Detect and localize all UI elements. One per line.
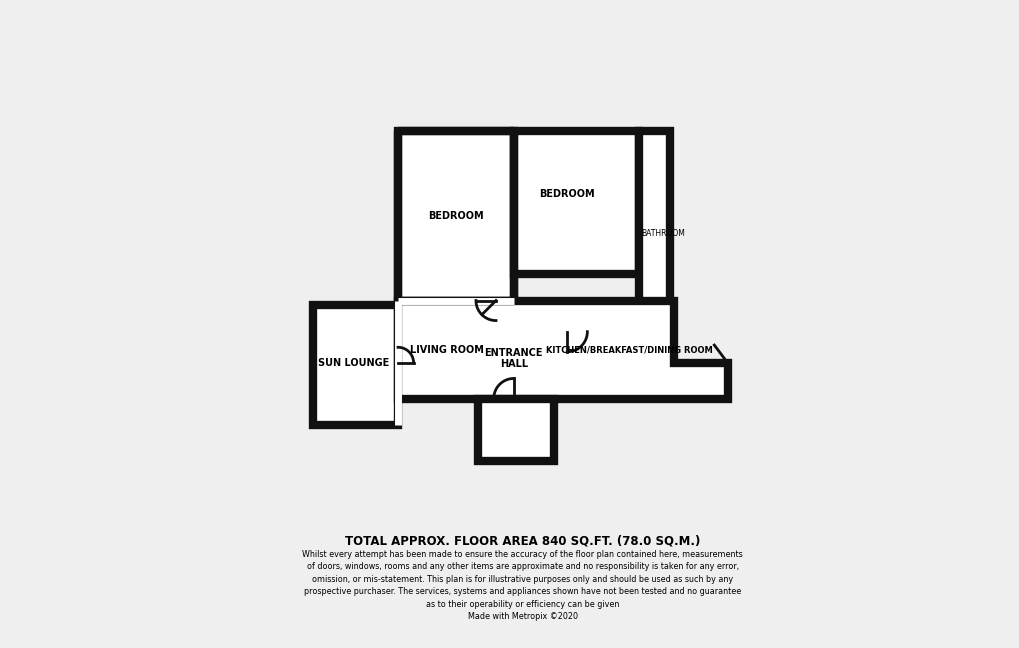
- Polygon shape: [638, 132, 669, 332]
- Text: TOTAL APPROX. FLOOR AREA 840 SQ.FT. (78.0 SQ.M.): TOTAL APPROX. FLOOR AREA 840 SQ.FT. (78.…: [344, 535, 700, 548]
- Polygon shape: [397, 132, 514, 301]
- Polygon shape: [397, 301, 727, 399]
- Text: Whilst every attempt has been made to ensure the accuracy of the floor plan cont: Whilst every attempt has been made to en…: [302, 550, 743, 621]
- Text: KITCHEN/BREAKFAST/DINING ROOM: KITCHEN/BREAKFAST/DINING ROOM: [546, 345, 712, 354]
- Text: BATHROOM: BATHROOM: [640, 229, 684, 238]
- Text: BEDROOM: BEDROOM: [539, 189, 594, 198]
- Text: ENTRANCE
HALL: ENTRANCE HALL: [484, 347, 542, 369]
- Polygon shape: [478, 399, 553, 461]
- Text: SUN LOUNGE: SUN LOUNGE: [318, 358, 388, 368]
- Text: LIVING ROOM: LIVING ROOM: [410, 345, 483, 354]
- Polygon shape: [514, 132, 638, 273]
- Polygon shape: [313, 305, 397, 425]
- Text: BEDROOM: BEDROOM: [428, 211, 483, 221]
